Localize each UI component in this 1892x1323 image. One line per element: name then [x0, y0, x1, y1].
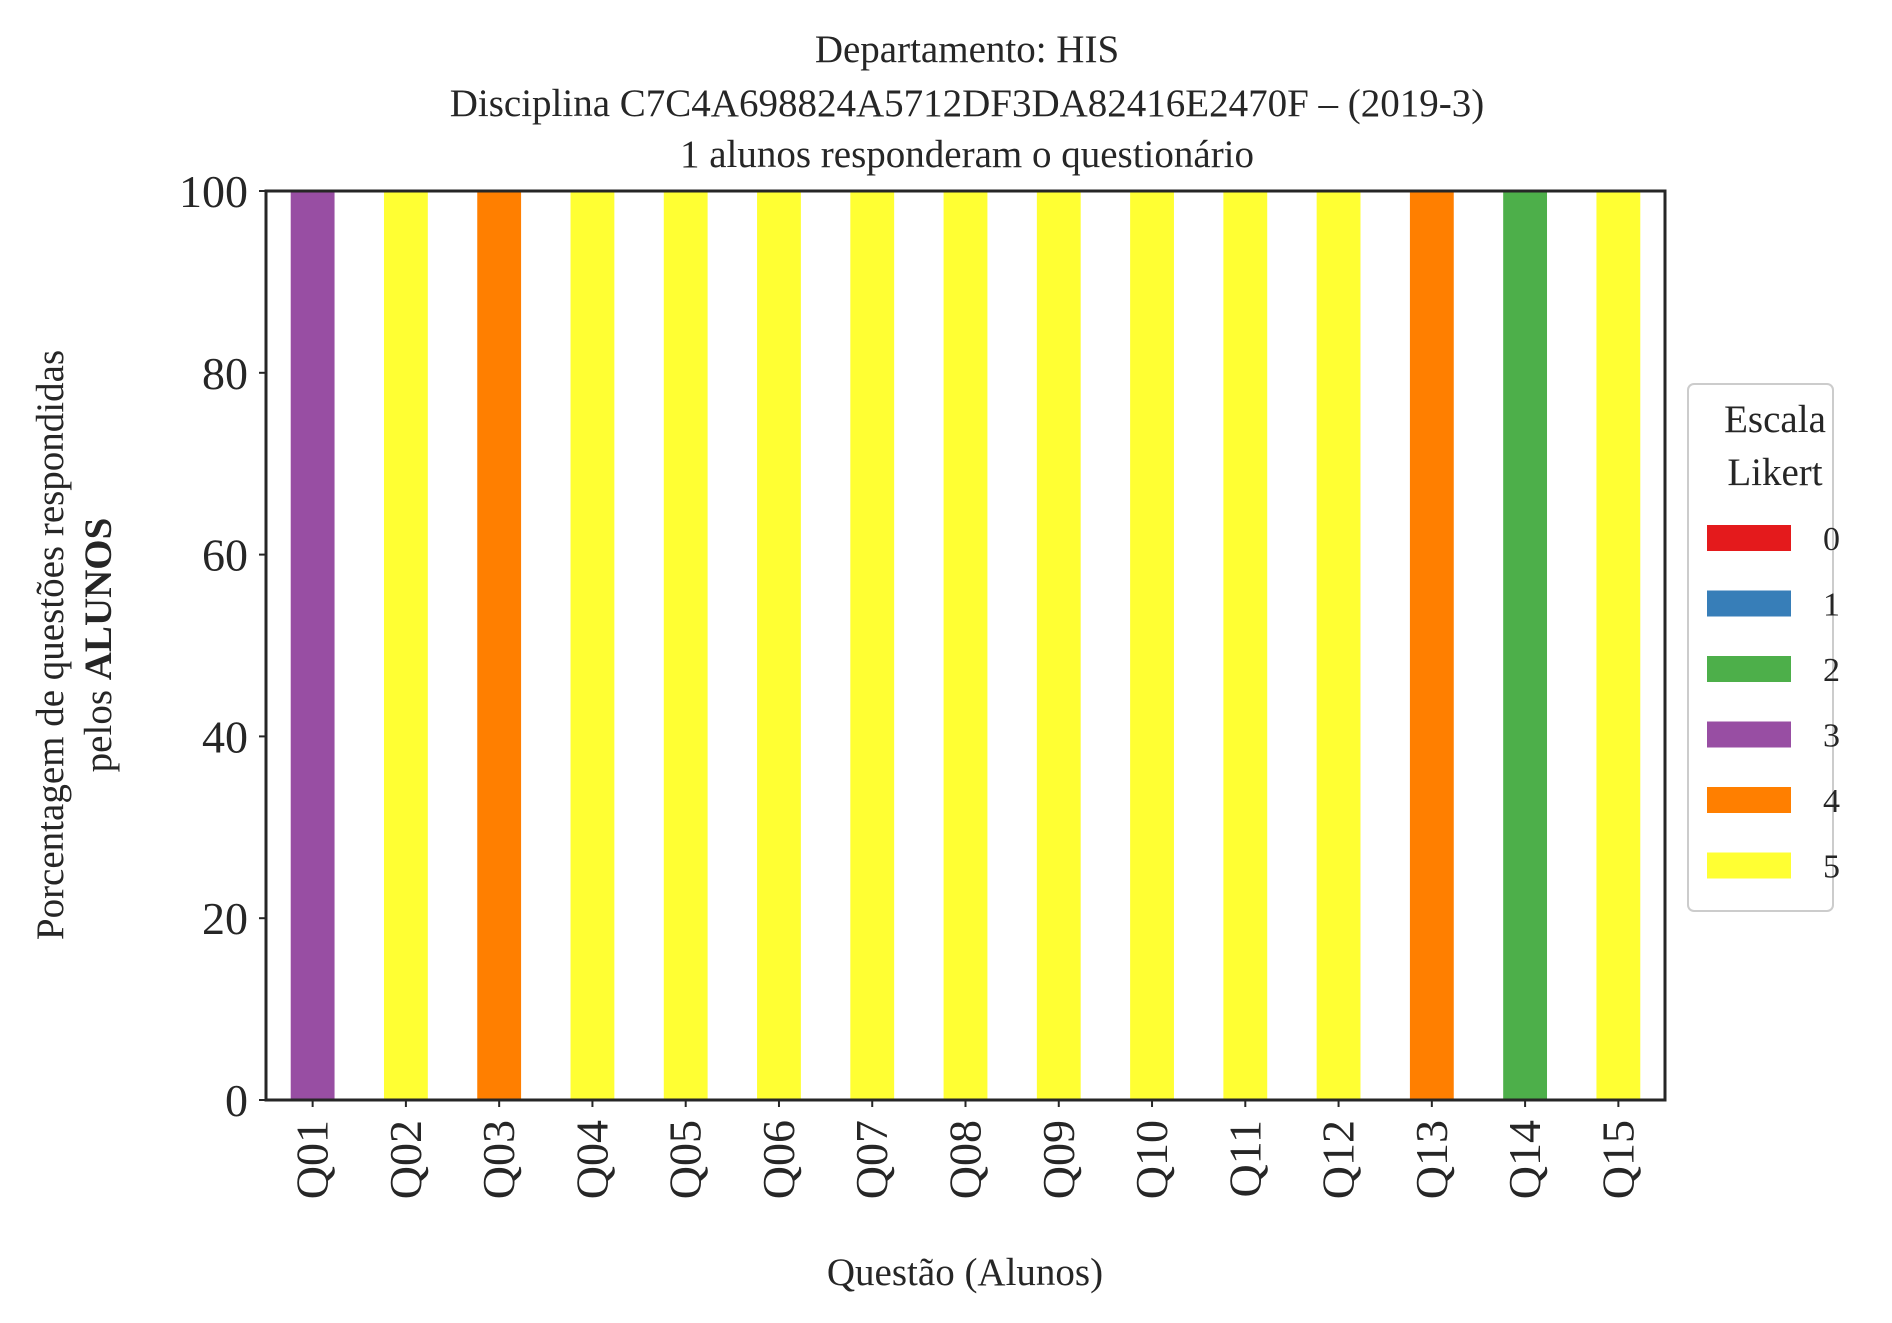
legend-label-4: 4: [1823, 783, 1840, 820]
legend-entries: 0 1 2 3 4 5: [1707, 521, 1840, 886]
bar-Q11-likert-5: [1223, 191, 1268, 1100]
x-axis-ticks: Q01 Q02 Q03 Q04 Q05 Q06 Q07 Q08 Q09 Q10 Q11 Q12 Q13 Q…: [287, 1100, 1643, 1199]
bar-Q06-likert-5: [757, 191, 801, 1100]
x-tick-label-Q11: Q11: [1219, 1120, 1270, 1198]
bar-Q04-likert-5: [570, 191, 615, 1100]
bars: [290, 191, 1641, 1100]
legend-swatch-2: [1707, 656, 1791, 682]
x-tick-label-Q02: Q02: [380, 1120, 431, 1199]
y-tick-label: 20: [202, 893, 248, 944]
x-tick-label-Q07: Q07: [846, 1120, 897, 1199]
legend: Escala Likert 0 1 2 3 4 5: [1687, 383, 1840, 912]
x-tick-label-Q01: Q01: [287, 1120, 338, 1199]
x-tick-label-Q06: Q06: [753, 1120, 804, 1199]
title-line-3: 1 alunos responderam o questionário: [680, 133, 1254, 176]
x-tick-label-Q12: Q12: [1313, 1120, 1364, 1199]
x-axis-label: Questão (Alunos): [827, 1251, 1103, 1294]
legend-title-line-2: Likert: [1727, 451, 1822, 494]
bar-Q02-likert-5: [383, 191, 428, 1100]
legend-swatch-5: [1707, 852, 1791, 879]
legend-label-3: 3: [1823, 718, 1840, 755]
y-axis-label: Porcentagem de questões respondidas pelo…: [29, 350, 120, 940]
x-tick-label-Q09: Q09: [1033, 1120, 1084, 1199]
y-axis-ticks: 0 20 40 60 80 100: [179, 166, 266, 1126]
y-tick-label: 100: [179, 166, 248, 217]
y-axis-label-line-1: Porcentagem de questões respondidas: [29, 350, 72, 940]
bar-Q01-likert-3: [290, 191, 335, 1100]
x-tick-label-Q14: Q14: [1499, 1120, 1550, 1199]
y-tick-label: 60: [202, 530, 248, 581]
x-tick-label-Q04: Q04: [566, 1120, 617, 1199]
chart-title: Departamento: HIS Disciplina C7C4A698824…: [450, 28, 1485, 176]
legend-swatch-3: [1707, 721, 1791, 748]
x-tick-label-Q13: Q13: [1406, 1120, 1457, 1199]
x-tick-label-Q03: Q03: [473, 1120, 524, 1199]
legend-label-5: 5: [1823, 849, 1840, 886]
legend-label-1: 1: [1823, 587, 1840, 624]
x-tick-label-Q10: Q10: [1126, 1120, 1177, 1199]
bar-Q05-likert-5: [663, 191, 708, 1100]
legend-title-line-1: Escala: [1724, 398, 1826, 441]
bar-Q14-likert-2: [1503, 191, 1548, 1100]
legend-label-2: 2: [1823, 652, 1840, 689]
y-axis-label-line-2: pelos ALUNOS: [77, 518, 120, 773]
y-axis-label-prefix: pelos: [77, 680, 120, 772]
y-tick-label: 40: [202, 711, 248, 762]
x-tick-label-Q05: Q05: [660, 1120, 711, 1199]
y-tick-label: 80: [202, 348, 248, 399]
bar-Q10-likert-5: [1130, 191, 1174, 1100]
title-line-2: Disciplina C7C4A698824A5712DF3DA82416E24…: [450, 82, 1485, 125]
plot-frame: [264, 189, 1667, 1102]
y-tick-label: 0: [225, 1075, 248, 1126]
bar-Q09-likert-5: [1036, 191, 1081, 1100]
bar-Q03-likert-4: [477, 191, 522, 1100]
bar-Q07-likert-5: [850, 191, 895, 1100]
legend-swatch-0: [1707, 525, 1791, 551]
title-line-1: Departamento: HIS: [815, 28, 1119, 71]
bar-Q15-likert-5: [1596, 191, 1641, 1100]
x-tick-label-Q15: Q15: [1592, 1120, 1643, 1199]
legend-label-0: 0: [1823, 521, 1840, 558]
bar-Q08-likert-5: [943, 191, 988, 1100]
legend-swatch-4: [1707, 787, 1791, 813]
bar-Q12-likert-5: [1316, 191, 1361, 1100]
x-tick-label-Q08: Q08: [940, 1120, 991, 1199]
y-axis-label-bold: ALUNOS: [77, 518, 120, 681]
legend-swatch-1: [1707, 590, 1791, 617]
bar-Q13-likert-4: [1409, 191, 1454, 1100]
legend-box: [1687, 383, 1834, 912]
